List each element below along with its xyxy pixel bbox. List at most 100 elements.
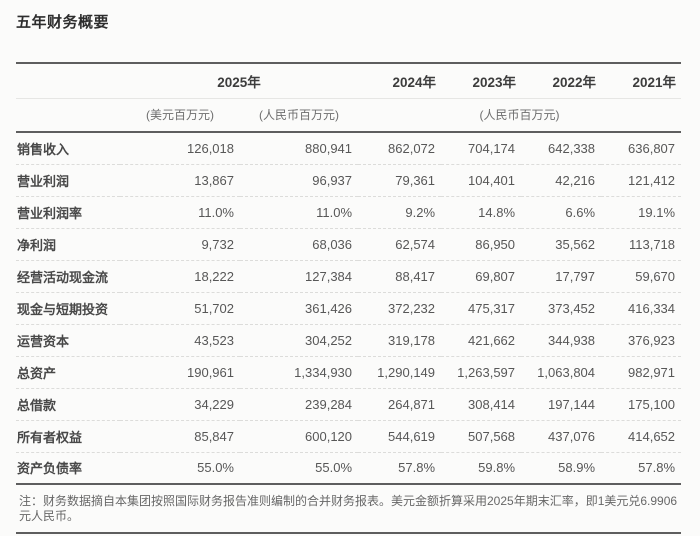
table-row: 营业利润率 11.0% 11.0% 9.2% 14.8% 6.6% 19.1% [16,195,682,228]
cell-value: 57.8% [601,451,682,484]
cell-value: 197,144 [521,387,602,420]
header-spacer [16,63,120,99]
cell-value: 11.0% [120,195,240,228]
cell-value: 55.0% [240,451,359,484]
cell-value: 79,361 [358,163,442,196]
cell-value: 59.8% [441,451,522,484]
cell-value: 437,076 [521,419,602,452]
row-label: 销售收入 [17,141,70,157]
footnote: 注：财务数据摘自本集团按照国际财务报告准则编制的合并财务报表。美元金额折算采用2… [16,485,681,534]
cell-value: 86,950 [441,227,522,260]
cell-value: 175,100 [601,387,682,420]
row-label: 经营活动现金流 [16,259,120,292]
cell-value: 1,063,804 [521,355,602,388]
row-label: 现金与短期投资 [16,291,120,324]
cell-value: 636,807 [628,140,676,156]
cell-value: 59,670 [601,259,682,292]
cell-value: 507,568 [441,419,522,452]
row-label: 营业利润 [16,163,120,196]
table-row: 经营活动现金流 18,222 127,384 88,417 69,807 17,… [16,259,682,292]
cell-value: 51,702 [120,291,240,324]
table-row: 销售收入 126,018 880,941 862,072 704,174 642… [16,132,681,164]
row-label: 营业利润率 [16,195,120,228]
table-row: 资产负债率 55.0% 55.0% 57.8% 59.8% 58.9% 57.8… [16,451,682,484]
cell-value: 69,807 [441,259,522,292]
table-row: 营业利润 13,867 96,937 79,361 104,401 42,216… [16,163,682,196]
year-header-2022: 2022年 [521,63,602,99]
cell-value: 113,718 [601,227,682,260]
cell-value: 58.9% [521,451,602,484]
year-header-2021: 2021年 [601,63,682,99]
cell-value: 9.2% [358,195,442,228]
cell-value: 1,263,597 [441,355,522,388]
table-row: 所有者权益 85,847 600,120 544,619 507,568 437… [16,419,682,452]
cell-value: 43,523 [120,323,240,356]
unit-header-rmb-2025: (人民币百万元) [240,98,359,133]
cell-value: 361,426 [240,291,359,324]
cell-value: 344,938 [521,323,602,356]
cell-value: 475,317 [441,291,522,324]
cell-value: 127,384 [240,259,359,292]
cell-value: 264,871 [358,387,442,420]
unit-header-usd: (美元百万元) [120,98,240,133]
table-header: 2025年 2024年 2023年 2022年 2021年 (美元百万元) (人… [16,63,682,133]
row-label: 所有者权益 [16,419,120,452]
cell-value: 6.6% [521,195,602,228]
cell-value: 704,174 [468,140,516,156]
cell-value: 42,216 [521,163,602,196]
unit-spacer [16,98,120,133]
cell-value: 982,971 [601,355,682,388]
cell-value: 17,797 [521,259,602,292]
cell-value: 416,334 [601,291,682,324]
year-header-2023: 2023年 [441,63,522,99]
cell-value: 104,401 [441,163,522,196]
cell-value: 62,574 [358,227,442,260]
table-row: 净利润 9,732 68,036 62,574 86,950 35,562 11… [16,227,682,260]
cell-value: 13,867 [120,163,240,196]
cell-value: 35,562 [521,227,602,260]
cell-value: 68,036 [240,227,359,260]
row-label: 资产负债率 [16,451,120,484]
page-title: 五年财务概要 [16,14,110,31]
cell-value: 880,941 [305,140,353,156]
cell-value: 421,662 [441,323,522,356]
cell-value: 18,222 [120,259,240,292]
cell-value: 190,961 [120,355,240,388]
year-header-row: 2025年 2024年 2023年 2022年 2021年 [16,63,682,99]
row-label: 运营资本 [16,323,120,356]
row-label: 总借款 [16,387,120,420]
cell-value: 88,417 [358,259,442,292]
cell-value: 304,252 [240,323,359,356]
table-body: 销售收入 126,018 880,941 862,072 704,174 642… [16,132,682,484]
cell-value: 57.8% [358,451,442,484]
cell-value: 373,452 [521,291,602,324]
unit-header-rmb-group: (人民币百万元) [358,98,682,133]
cell-value: 11.0% [240,195,359,228]
cell-value: 19.1% [601,195,682,228]
year-header-2024: 2024年 [358,63,442,99]
cell-value: 239,284 [240,387,359,420]
row-label: 净利润 [16,227,120,260]
row-label: 总资产 [16,355,120,388]
year-header-2025: 2025年 [120,63,359,99]
cell-value: 1,334,930 [240,355,359,388]
cell-value: 642,338 [548,140,596,156]
cell-value: 9,732 [120,227,240,260]
cell-value: 376,923 [601,323,682,356]
unit-header-row: (美元百万元) (人民币百万元) (人民币百万元) [16,98,682,133]
cell-value: 862,072 [388,140,436,156]
table-row: 总资产 190,961 1,334,930 1,290,149 1,263,59… [16,355,682,388]
cell-value: 1,290,149 [358,355,442,388]
cell-value: 308,414 [441,387,522,420]
cell-value: 600,120 [240,419,359,452]
cell-value: 85,847 [120,419,240,452]
cell-value: 96,937 [240,163,359,196]
table-row: 总借款 34,229 239,284 264,871 308,414 197,1… [16,387,682,420]
cell-value: 34,229 [120,387,240,420]
cell-value: 126,018 [187,140,234,156]
cell-value: 544,619 [358,419,442,452]
table-row: 运营资本 43,523 304,252 319,178 421,662 344,… [16,323,682,356]
cell-value: 55.0% [120,451,240,484]
cell-value: 319,178 [358,323,442,356]
